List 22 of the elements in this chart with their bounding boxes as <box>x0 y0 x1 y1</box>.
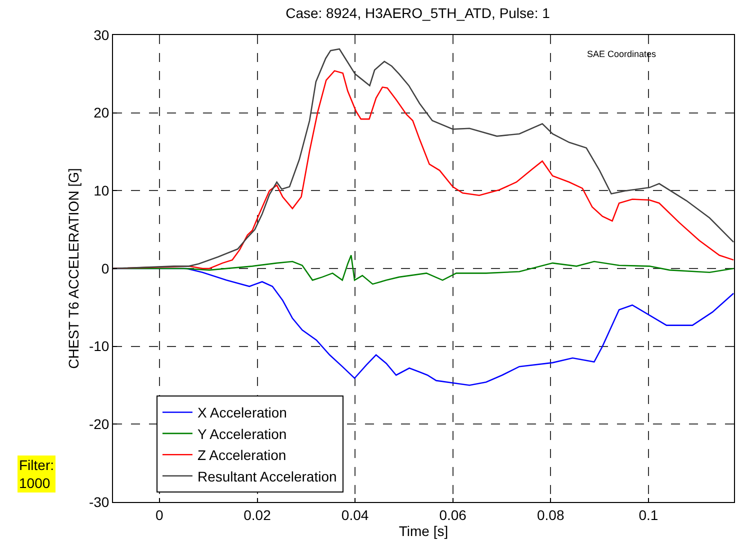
legend-label: X Acceleration <box>197 404 287 421</box>
legend-label: Y Acceleration <box>197 426 287 442</box>
x-tick-label: 0.06 <box>439 506 467 523</box>
x-axis-title: Time [s] <box>398 523 448 540</box>
y-tick-label: -30 <box>88 494 110 510</box>
annotation: SAE Coordinates <box>587 49 657 59</box>
x-tick-label: 0.04 <box>341 506 369 523</box>
x-tick-label: 0 <box>156 506 164 523</box>
y-tick-label: 10 <box>94 182 110 199</box>
text: Filter: 1000 <box>19 457 54 492</box>
y-tick-label: -20 <box>88 416 110 432</box>
y-tick-label: 0 <box>101 260 110 276</box>
y-tick-label: 30 <box>94 26 110 43</box>
x-tick-label: 0.02 <box>244 506 272 523</box>
x-tick-label: 0.08 <box>537 506 564 523</box>
x-tick-label: 0.1 <box>638 506 658 523</box>
chart-title: Case: 8924, H3AERO_5TH_ATD, Pulse: 1 <box>286 5 550 22</box>
y-tick-label: 20 <box>94 104 110 121</box>
legend-label: Resultant Acceleration <box>197 468 337 484</box>
y-tick-label: -10 <box>88 338 110 354</box>
y-axis-title: CHEST T6 ACCELERATION [G] <box>66 168 82 369</box>
legend-label: Z Acceleration <box>197 447 286 464</box>
